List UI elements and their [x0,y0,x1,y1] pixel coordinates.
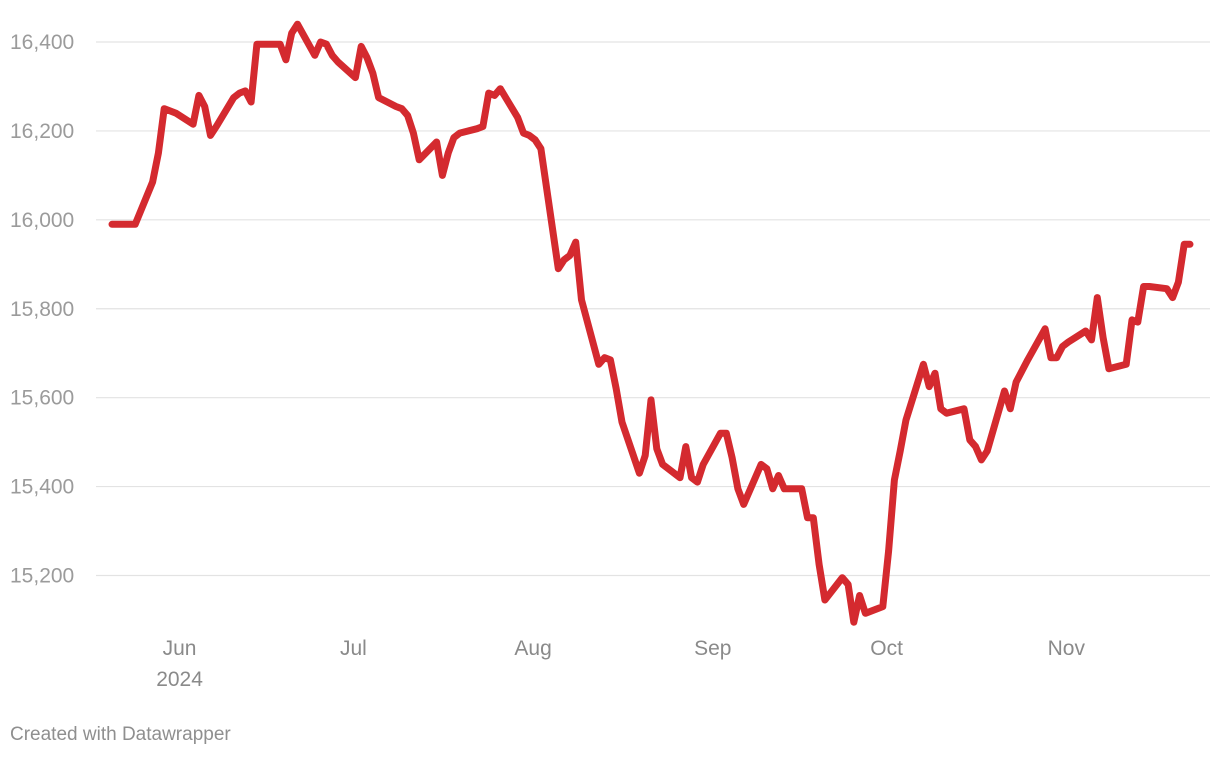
series-line [108,20,1194,626]
y-tick-label: 15,400 [10,476,74,499]
gridlines [96,41,1210,577]
x-tick-label: Nov [1048,637,1086,660]
y-tick-label: 16,200 [10,120,74,143]
x-tick-label: Jul [340,637,367,660]
x-tick-label: Jun [163,637,197,660]
y-tick-label: 16,000 [10,209,74,232]
y-tick-label: 15,600 [10,387,74,410]
y-axis-ticks: 15,200 15,400 15,600 15,800 16,000 16,200 16,4… [10,31,74,588]
line-chart: 15,200 15,400 15,600 15,800 16,000 16,200 16,4… [10,20,1210,691]
y-tick-label: 15,200 [10,565,74,588]
y-tick-label: 16,400 [10,31,74,54]
x-tick-label: Sep [694,637,731,660]
x-tick-label: Aug [514,637,551,660]
y-tick-label: 15,800 [10,298,74,321]
x-tick-label: Oct [870,637,903,660]
credit-text: Created with Datawrapper [10,724,231,745]
x-tick-sublabel: 2024 [156,668,203,691]
x-axis-ticks: Jun 2024 Jul Aug Sep Oct Nov [156,637,1085,691]
